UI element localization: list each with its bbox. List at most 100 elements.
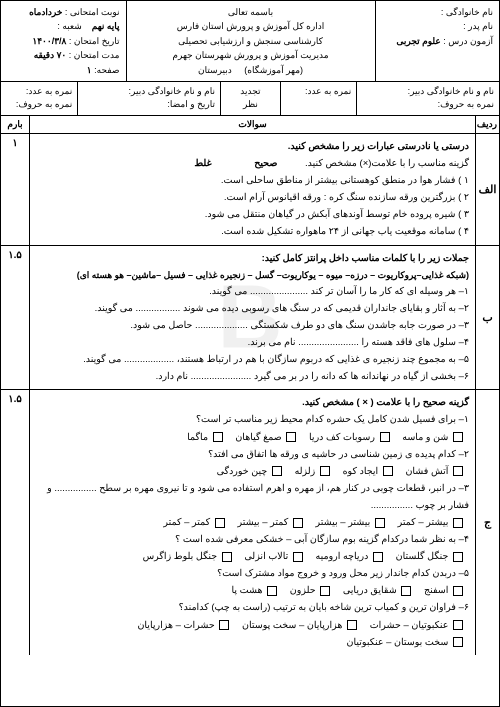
sub-left: نام و نام خانوادگی دبیر: تاریخ و امضا: — [77, 82, 220, 115]
qb-title: جملات زیر را با کلمات مناسب داخل پرانتز … — [36, 250, 469, 267]
checkbox[interactable] — [320, 586, 330, 596]
sub-score1: نمره به عدد: — [280, 82, 356, 115]
qb-i1: ۱– هر وسیله ای که کار ما را آسان تر کند … — [36, 283, 469, 300]
checkbox[interactable] — [453, 518, 463, 528]
checkbox[interactable] — [401, 586, 411, 596]
checkbox[interactable] — [320, 466, 330, 476]
checkbox[interactable] — [286, 432, 296, 442]
score-num2: نمره به عدد: — [6, 85, 72, 99]
qb-cell: جملات زیر را با کلمات مناسب داخل پرانتز … — [29, 246, 475, 390]
checkbox[interactable] — [373, 552, 383, 562]
checkbox[interactable] — [293, 552, 303, 562]
checkbox[interactable] — [453, 466, 463, 476]
qa-cell: درستی یا نادرستی عبارات زیر را مشخص کنید… — [29, 134, 475, 245]
qc-q1: ۱– برای فسیل شدن کامل یک حشره کدام محیط … — [36, 411, 469, 428]
score-a: ۱ — [1, 134, 29, 245]
qa-wrong: غلط — [194, 158, 211, 169]
checkbox[interactable] — [219, 620, 229, 630]
checkbox[interactable] — [222, 552, 232, 562]
qa-title: درستی یا نادرستی عبارات زیر را مشخص کنید… — [36, 138, 469, 155]
th-score: بارم — [1, 116, 29, 133]
score-word2: نمره به حروف: — [6, 98, 72, 112]
qc-q5-opts: اسفنج شقایق دریایی حلزون هشت پا — [36, 582, 469, 599]
header-center: باسمه تعالی اداره کل آموزش و پرورش استان… — [126, 1, 375, 81]
checkbox[interactable] — [347, 620, 357, 630]
page-value: ۱ — [87, 65, 92, 75]
org2: کارشناسی سنجش و ارزشیابی تحصیلی — [133, 34, 369, 48]
qa-i1: ۱ ) فشار هوا در منطق کوهستانی بیشتر از م… — [36, 172, 469, 189]
exam-label: آزمون درس : — [443, 36, 493, 46]
qc-q3-opts: بیشتر – کمتر بیشتر – بیشتر کمتر – بیشتر … — [36, 514, 469, 531]
qb-i5: ۵– به مجموع چند زنجیره ی غذایی که دربوم … — [36, 351, 469, 368]
qa-i2: ۲ ) بزرگترین ورقه سازنده سنگ کره : ورقه … — [36, 189, 469, 206]
name-label: نام خانوادگی : — [441, 7, 493, 17]
row-b: ب جملات زیر را با کلمات مناسب داخل پرانت… — [1, 246, 499, 391]
period-label: نوبت امتحانی : — [65, 7, 120, 17]
row-c: ج گزینه صحیح را با علامت ( × ) مشخص کنید… — [1, 390, 499, 654]
checkbox[interactable] — [272, 466, 282, 476]
qc-q2: ۲– کدام پدیده ی زمین شناسی در حاشیه ی ور… — [36, 446, 469, 463]
period-value: خردادماه — [29, 7, 62, 17]
radef-c: ج — [475, 390, 499, 654]
date-sig: تاریخ و امضا: — [83, 98, 215, 112]
qa-i4: ۴ ) سامانه موقعیت یاب جهانی از ۲۴ ماهوار… — [36, 223, 469, 240]
checkbox[interactable] — [453, 552, 463, 562]
org3: مدیریت آموزش و پرورش شهرستان جهرم — [133, 48, 369, 62]
teacher2: نام و نام خانوادگی دبیر: — [83, 85, 215, 99]
duration-value: ۷۰ دقیقه — [34, 50, 67, 60]
row-a: الف درستی یا نادرستی عبارات زیر را مشخص … — [1, 134, 499, 246]
qa-i3: ۳ ) شیره پروده خام توسط آوندهای آبکش در … — [36, 206, 469, 223]
duration-label: مدت امتحان : — [69, 50, 120, 60]
checkbox[interactable] — [293, 518, 303, 528]
qc-q6-opts: عنکبوتیان – حشرات هزارپایان – سخت پوستان… — [36, 617, 469, 651]
checkbox[interactable] — [215, 518, 225, 528]
subheader: نام و نام خانوادگی دبیر: نمره به حروف: ن… — [1, 82, 499, 116]
stamp: (مهر آموزشگاه) — [244, 65, 303, 75]
qc-q3: ۳– در انبر، قطعات چوبی در کنار هم، از مه… — [36, 480, 469, 514]
bismillah: باسمه تعالی — [133, 5, 369, 19]
header-left: نوبت امتحانی : خردادماه پایه نهم شعبه : … — [1, 1, 126, 81]
checkbox[interactable] — [453, 586, 463, 596]
page-label: صفحه: — [94, 65, 119, 75]
school: دبیرستان — [198, 65, 232, 75]
checkbox[interactable] — [453, 620, 463, 630]
exam-page: B نام خانوادگی : نام پدر : آزمون درس : ع… — [0, 0, 500, 707]
qc-q4-opts: جنگل گلستان دریاچه ارومیه تالاب انزلی جن… — [36, 548, 469, 565]
qc-q6: ۶– فراوان ترین و کمیاب ترین شاخه بایان ب… — [36, 599, 469, 616]
sub-tajdid: تجدید نظر — [220, 82, 280, 115]
checkbox[interactable] — [453, 637, 463, 647]
checkbox[interactable] — [375, 518, 385, 528]
qa-sub: گزینه مناسب را با علامت(×) مشخص کنید. — [305, 158, 469, 169]
sub-right: نام و نام خانوادگی دبیر: نمره به حروف: — [356, 82, 499, 115]
radef-a: الف — [475, 134, 499, 245]
qb-i4: ۴– سلول های فاقد هسته را ...............… — [36, 334, 469, 351]
th-q: سوالات — [29, 116, 475, 133]
father-label: نام پدر : — [463, 21, 493, 31]
sub-score2: نمره به عدد: نمره به حروف: — [1, 82, 77, 115]
score-num1: نمره به عدد: — [286, 85, 351, 99]
table-head: ردیف سوالات بارم — [1, 116, 499, 134]
org1: اداره کل آموزش و پرورش استان فارس — [133, 19, 369, 33]
exam-value: علوم تجربی — [396, 36, 440, 46]
radef-b: ب — [475, 246, 499, 390]
checkbox[interactable] — [453, 432, 463, 442]
score-b: ۱.۵ — [1, 246, 29, 390]
branch-label: شعبه : — [57, 21, 81, 31]
qc-q1-opts: شن و ماسه رسوبات کف دریا صمغ گیاهان ماگم… — [36, 429, 469, 446]
qc-q5: ۵– دربدن کدام جاندار زیر محل ورود و خروج… — [36, 565, 469, 582]
qc-cell: گزینه صحیح را با علامت ( × ) مشخص کنید. … — [29, 390, 475, 654]
checkbox[interactable] — [383, 466, 393, 476]
teacher1: نام و نام خانوادگی دبیر: — [362, 85, 494, 99]
qb-i3: ۳– در صورت جابه جاشدن سنگ های دو طرف شکس… — [36, 317, 469, 334]
th-radef: ردیف — [475, 116, 499, 133]
checkbox[interactable] — [380, 432, 390, 442]
tajdid: تجدید نظر — [226, 85, 275, 112]
checkbox[interactable] — [213, 432, 223, 442]
qb-i6: ۶– بخشی از گیاه در نهاندانه ها که دانه ر… — [36, 368, 469, 385]
score-word1: نمره به حروف: — [362, 98, 494, 112]
qc-q4: ۴– به نظر شما درکدام گزینه بوم سازگان آب… — [36, 531, 469, 548]
checkbox[interactable] — [267, 586, 277, 596]
grade-label: پایه نهم — [92, 21, 120, 31]
qb-choices: (شبکه غذایی–پروکاریوت – درزه– میوه – یوک… — [36, 267, 469, 283]
header-right: نام خانوادگی : نام پدر : آزمون درس : علو… — [375, 1, 500, 81]
